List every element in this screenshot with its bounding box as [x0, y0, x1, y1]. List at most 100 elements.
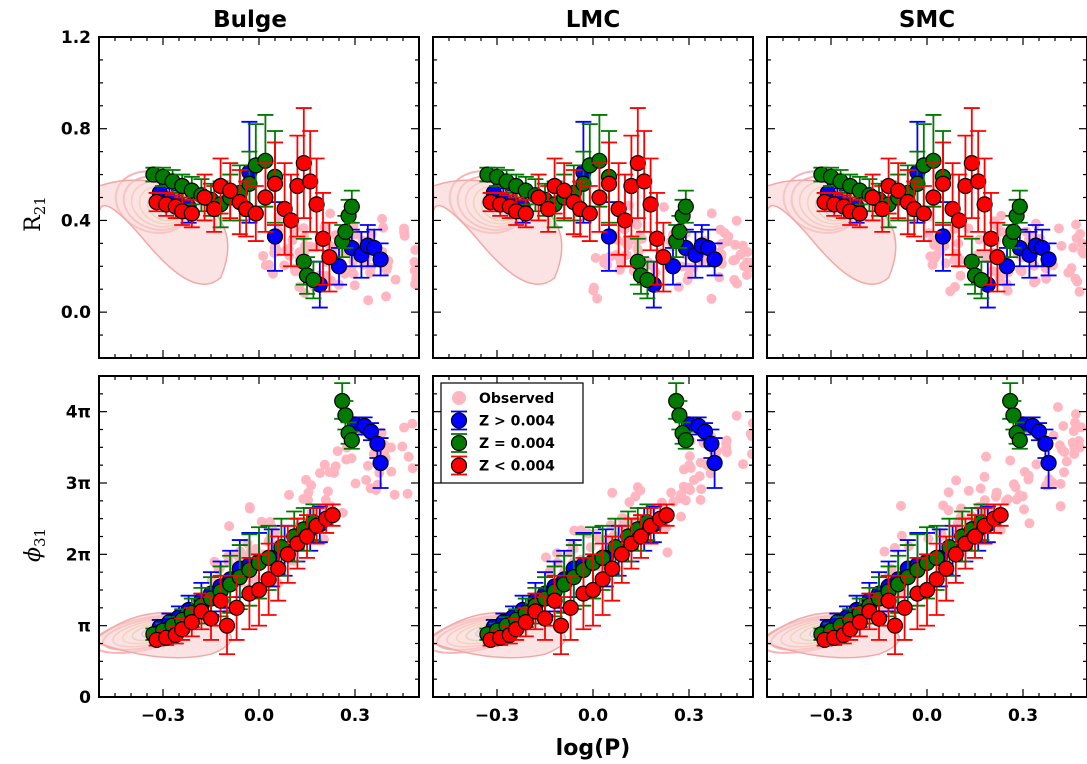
- observed-point: [715, 224, 726, 235]
- data-point: [257, 189, 274, 206]
- data-point: [196, 189, 213, 206]
- panel-title-lmc: LMC: [566, 7, 620, 33]
- observed-point: [979, 495, 990, 506]
- observed-point: [695, 494, 706, 505]
- data-point: [218, 617, 236, 634]
- observed-point: [730, 239, 741, 250]
- observed-point: [662, 547, 673, 558]
- legend-entry: Z = 0.004: [450, 433, 555, 453]
- observed-point: [896, 530, 907, 541]
- data-point: [600, 175, 618, 192]
- data-point: [530, 189, 547, 206]
- data-point: [343, 432, 360, 449]
- observed-point: [981, 451, 992, 462]
- series-z-0-004: [145, 382, 360, 643]
- observed-point: [381, 264, 392, 275]
- observed-point: [264, 259, 275, 270]
- observed-point: [952, 518, 963, 529]
- observed-point: [632, 482, 643, 493]
- plot-area: [433, 107, 753, 309]
- data-point: [915, 205, 932, 222]
- xlabel: log(P): [556, 736, 631, 761]
- data-point: [1011, 198, 1028, 215]
- observed-point: [1019, 466, 1030, 477]
- data-point: [1040, 251, 1057, 268]
- observed-point: [377, 213, 388, 224]
- observed-point: [332, 446, 343, 457]
- legend-label: Z > 0.004: [479, 414, 555, 430]
- data-point: [890, 182, 907, 199]
- series-z-0-004: [148, 503, 341, 656]
- panel-title-bulge: Bulge: [213, 7, 287, 33]
- legend-marker: [450, 457, 468, 474]
- data-point: [928, 571, 945, 588]
- observed-point: [694, 471, 705, 482]
- observed-point: [1054, 440, 1065, 451]
- observed-point: [943, 487, 954, 498]
- observed-point: [684, 451, 695, 462]
- data-point: [864, 189, 881, 206]
- data-point: [970, 173, 987, 190]
- legend-label: Z = 0.004: [479, 436, 555, 452]
- observed-point: [1055, 478, 1066, 489]
- data-point: [183, 613, 200, 631]
- data-point: [886, 617, 904, 634]
- observed-point: [668, 496, 679, 507]
- data-point: [616, 212, 634, 229]
- data-point: [1040, 454, 1057, 472]
- data-point: [671, 407, 688, 424]
- plot-area: [99, 382, 418, 659]
- observed-point: [676, 489, 687, 500]
- observed-point: [1068, 242, 1079, 253]
- observed-point: [935, 245, 946, 256]
- panel-title-smc: SMC: [899, 7, 955, 33]
- observed-point: [325, 275, 336, 286]
- legend-marker: [450, 434, 468, 452]
- observed-point: [540, 552, 551, 563]
- x-tick-label: −0.3: [475, 706, 519, 726]
- data-point: [222, 182, 239, 199]
- data-point: [613, 546, 630, 563]
- x-tick-label: 0.0: [244, 706, 274, 726]
- data-point: [536, 610, 554, 627]
- data-point: [581, 205, 598, 222]
- observed-point: [329, 467, 340, 478]
- observed-point: [979, 471, 990, 482]
- y-tick-label: 0.4: [61, 211, 91, 231]
- observed-point: [399, 230, 410, 241]
- data-point: [372, 251, 389, 268]
- observed-point: [590, 252, 601, 263]
- data-point: [343, 198, 360, 215]
- observed-point: [1059, 467, 1070, 478]
- observed-point: [399, 223, 410, 234]
- observed-point: [990, 491, 1001, 502]
- observed-point: [963, 485, 974, 496]
- observed-point: [403, 451, 414, 462]
- legend-entry: Z > 0.004: [450, 410, 555, 431]
- observed-point: [319, 222, 330, 233]
- panel-r21-bulge: 0.0 0.4 0.8 1.2: [61, 28, 420, 359]
- data-point: [629, 155, 646, 172]
- observed-point: [1056, 240, 1067, 251]
- plot-area: [767, 107, 1087, 309]
- observed-point: [731, 410, 742, 421]
- data-point: [992, 506, 1009, 524]
- observed-point: [585, 542, 596, 553]
- observed-point: [1053, 223, 1064, 234]
- observed-point: [363, 295, 374, 306]
- data-point: [934, 175, 952, 192]
- observed-point: [996, 210, 1007, 221]
- data-point: [324, 506, 341, 524]
- observed-point: [1052, 402, 1063, 413]
- observed-point: [728, 255, 739, 266]
- data-point: [241, 175, 258, 192]
- observed-point: [678, 481, 689, 492]
- observed-point: [1005, 455, 1016, 466]
- observed-point: [381, 291, 392, 302]
- observed-point: [684, 460, 695, 471]
- observed-point: [1061, 456, 1072, 467]
- observed-point: [975, 483, 986, 494]
- observed-point: [607, 487, 618, 498]
- observed-point: [314, 468, 325, 479]
- data-point: [591, 189, 608, 206]
